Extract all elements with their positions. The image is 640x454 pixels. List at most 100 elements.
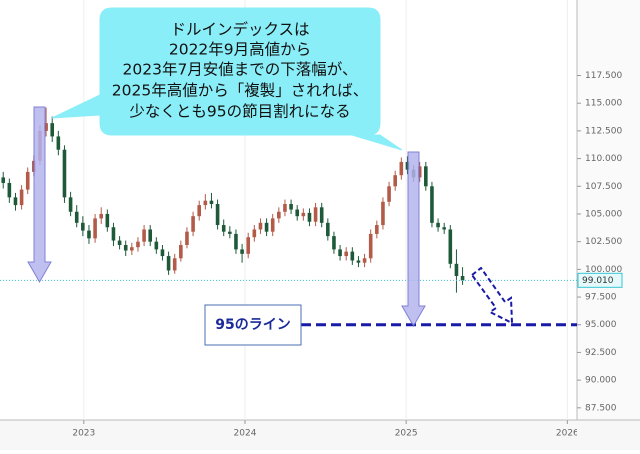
y-tick-label: 112.500 [585,126,622,136]
candle-body [387,186,391,202]
candle-body [215,204,220,226]
candle-body [350,251,355,261]
candle-body [123,244,128,251]
candle-body [368,233,373,259]
candle-body [228,231,232,234]
candle-body [252,229,257,238]
candle-body [56,136,61,150]
callout-text: 少なくとも95の節目割れになる [129,103,350,121]
candle-body [454,263,459,276]
candle-body [25,171,30,190]
candle-body [264,222,269,232]
x-tick-label: 2024 [234,429,257,439]
candle-body [381,201,385,226]
candle-body [283,204,287,212]
candle-body [166,256,171,271]
candle-body [44,123,48,131]
y-tick-label: 115.000 [585,99,622,109]
price-tag-label: 99.010 [582,276,614,286]
y-tick-label: 87.500 [585,403,617,413]
candle-body [209,200,214,204]
candle-body [436,222,440,228]
candle-body [221,225,226,232]
candle-body [62,149,67,198]
candle-body [19,189,24,206]
candle-body [246,237,251,254]
x-tick-label: 2025 [395,429,418,439]
y-axis-area [577,0,640,420]
candle-body [313,207,318,222]
projection-arrow [470,266,514,325]
candle-body [258,222,263,230]
level-label: 95のライン [215,317,290,333]
candle-body [295,209,300,217]
candle-body [203,200,208,206]
x-axis-area [0,420,640,450]
y-tick-label: 117.500 [585,71,622,81]
x-tick-label: 2023 [72,429,95,439]
callout-text: ドルインデックスは [170,20,309,39]
candle-body [87,230,91,239]
candle-body [99,213,104,219]
price-tag [577,272,623,288]
y-tick-label: 92.500 [585,348,617,358]
y-tick-label: 107.500 [585,182,622,192]
y-tick-label: 90.000 [585,376,617,386]
candle-body [234,233,238,250]
candle-body [130,247,134,251]
candle-body [7,182,12,198]
candle-body [197,205,202,217]
candle-body [111,227,116,241]
candle-body [289,204,293,210]
candle-body [362,258,367,263]
candle-body [301,212,306,217]
candle-body [326,222,330,237]
candle-body [13,197,18,206]
candle-body [179,244,183,259]
candle-body [154,241,159,250]
candle-body [81,222,85,231]
y-tick-label: 97.500 [585,293,617,303]
candle-body [356,260,361,263]
callout-text: 2025年高値から「複製」されれば、 [112,82,368,100]
candle-body [160,249,165,257]
candle-body [430,186,434,223]
y-tick-label: 100.000 [585,265,622,275]
candle-body [68,197,73,212]
candle-body [405,161,410,170]
candle-body [105,213,110,228]
candle-body [417,166,422,178]
candle-body [424,166,428,187]
y-tick-label: 95.000 [585,320,617,330]
candle-body [142,229,146,242]
candle-body [319,207,324,223]
candle-body [460,276,465,281]
y-tick-label: 110.000 [585,154,622,164]
candle-body [185,231,189,245]
candle-body [74,211,79,223]
candle-body [307,212,312,222]
y-tick-label: 102.500 [585,237,622,247]
candle-body [338,249,342,257]
x-tick-label: 2026 [556,429,579,439]
y-tick-label: 105.000 [585,209,622,219]
level-box [204,304,302,346]
candle-body [448,229,453,264]
down-arrow [27,106,52,284]
candle-body [375,225,379,234]
down-arrow [401,151,426,328]
candle-body [393,175,397,187]
callout-text: 2023年7月安値までの下落幅が、 [123,61,358,79]
candle-body [442,227,446,230]
candle-body [344,251,348,257]
candle-body [148,229,153,242]
candle-body [117,240,122,245]
candle-body [277,211,281,219]
candle-body [50,123,55,137]
candle-body [332,236,336,250]
candle-body [1,177,6,183]
callout: ドルインデックスは 2022年9月高値から 2023年7月安値までの下落幅が、 … [51,7,403,151]
candle-body [172,258,177,271]
candle-body [240,249,244,254]
